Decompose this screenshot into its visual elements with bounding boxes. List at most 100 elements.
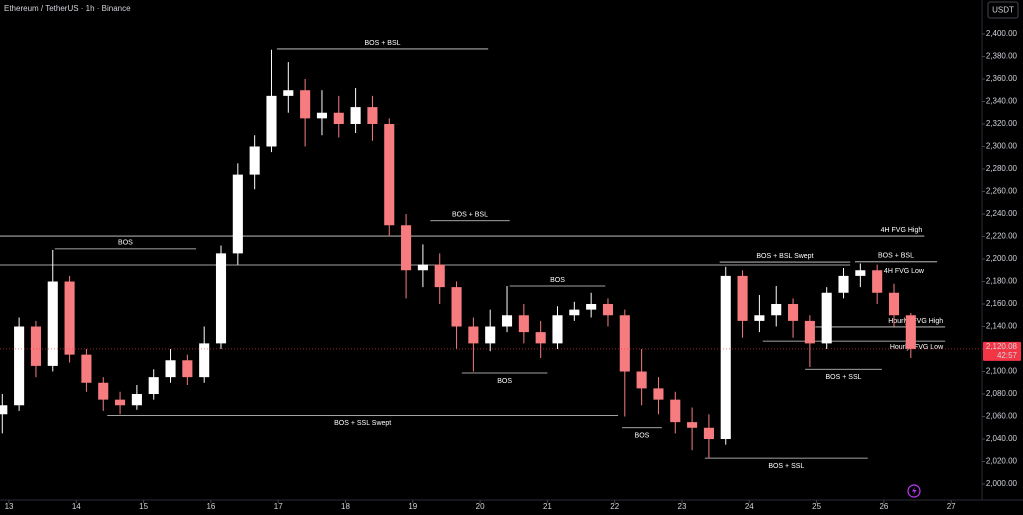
currency-box[interactable]	[987, 1, 1019, 19]
candle-body	[720, 275, 731, 440]
y-tick-label: 2,100.00	[986, 367, 1018, 376]
countdown: 42:57	[997, 351, 1018, 360]
candle-body	[384, 123, 395, 226]
candle-body	[653, 388, 664, 400]
candle-body	[434, 264, 445, 288]
x-tick-label: 24	[745, 502, 754, 511]
candle-body	[737, 275, 748, 321]
last-price-box	[983, 341, 1021, 361]
candle-body	[148, 377, 159, 395]
annotation-label: BOS + BSL	[878, 253, 914, 260]
candle-body	[687, 422, 698, 428]
candle-body	[535, 332, 546, 344]
candle-body	[81, 354, 92, 383]
candle-body	[602, 304, 614, 316]
candle-body	[14, 326, 25, 406]
annotation-label: BOS + BSL Swept	[756, 253, 813, 260]
last-price-label: 2,120.08	[986, 342, 1018, 351]
x-tick-label: 15	[139, 502, 148, 511]
annotation-label: BOS	[635, 433, 650, 440]
candle-body	[300, 90, 311, 119]
candle-body	[888, 292, 900, 316]
candle-body	[905, 315, 916, 349]
candle-body	[367, 107, 378, 124]
candle-body	[569, 309, 580, 316]
x-tick-label: 23	[678, 502, 687, 511]
y-tick-label: 2,220.00	[986, 232, 1018, 241]
y-tick-label: 2,280.00	[986, 164, 1018, 173]
y-tick-label: 2,380.00	[986, 52, 1018, 61]
candle-body	[199, 343, 210, 378]
annotation-label: BOS	[118, 240, 133, 247]
x-tick-label: 20	[476, 502, 485, 511]
candle-body	[47, 281, 58, 366]
candle-body	[316, 112, 328, 119]
y-tick-label: 2,020.00	[986, 457, 1018, 466]
y-tick-label: 2,360.00	[986, 74, 1018, 83]
candle-body	[468, 326, 479, 344]
logo-icon[interactable]	[907, 484, 921, 498]
x-tick-label: 22	[610, 502, 619, 511]
candle-body	[586, 304, 597, 310]
x-tick-label: 19	[408, 502, 417, 511]
y-tick-label: 2,200.00	[986, 254, 1018, 263]
candle-body	[333, 112, 344, 124]
candle-body	[754, 315, 765, 321]
candle-body	[821, 292, 832, 344]
y-tick-label: 2,240.00	[986, 209, 1018, 218]
annotation-label: BOS + SSL	[768, 463, 804, 470]
y-tick-label: 2,160.00	[986, 299, 1018, 308]
x-tick-label: 18	[341, 502, 350, 511]
candle-body	[350, 107, 361, 124]
candle-body	[131, 394, 142, 406]
y-tick-label: 2,040.00	[986, 434, 1018, 443]
y-tick-label: 2,000.00	[986, 479, 1018, 488]
x-tick-label: 21	[543, 502, 552, 511]
x-tick-label: 26	[879, 502, 888, 511]
annotation-label: 4H FVG High	[881, 227, 923, 234]
candle-body	[552, 315, 563, 344]
candle-body	[518, 315, 529, 333]
candle-body	[266, 95, 277, 147]
currency[interactable]: USDT	[992, 6, 1014, 15]
candle-body	[619, 315, 630, 372]
x-tick-label: 25	[812, 502, 821, 511]
candle-body	[703, 427, 714, 440]
candle-body	[501, 315, 513, 327]
candle-body	[98, 382, 109, 400]
candle-body	[232, 174, 243, 254]
candle-body	[0, 405, 8, 415]
candle-body	[165, 360, 176, 378]
candle-body	[670, 399, 681, 423]
candle-body	[64, 281, 75, 355]
candle-body	[115, 399, 126, 406]
y-tick-label: 2,400.00	[986, 29, 1018, 38]
candle-body	[30, 326, 41, 366]
candle-body	[401, 225, 412, 271]
annotation-label: BOS + SSL	[826, 374, 862, 381]
annotation-label: BOS	[497, 378, 512, 385]
chart-title: Ethereum / TetherUS · 1h · Binance	[4, 4, 131, 13]
y-tick-label: 2,140.00	[986, 322, 1018, 331]
annotation-label: BOS	[550, 277, 565, 284]
candle-body	[417, 264, 428, 271]
annotation-label: Hourly IFVG Low	[890, 344, 944, 351]
candle-body	[451, 287, 462, 327]
annotation-label: BOS + BSL	[365, 40, 401, 47]
y-tick-label: 2,260.00	[986, 187, 1018, 196]
candle-body	[771, 304, 782, 316]
candle-body	[855, 270, 866, 276]
candle-body	[182, 360, 193, 378]
candle-body	[838, 275, 849, 293]
x-tick-label: 14	[72, 502, 81, 511]
y-tick-label: 2,320.00	[986, 119, 1018, 128]
x-tick-label: 17	[274, 502, 283, 511]
annotation-label: BOS + BSL	[452, 212, 488, 219]
candle-body	[283, 90, 294, 96]
x-tick-label: 27	[947, 502, 956, 511]
candle-body	[485, 326, 496, 344]
y-tick-label: 2,300.00	[986, 142, 1018, 151]
x-tick-label: 16	[206, 502, 215, 511]
